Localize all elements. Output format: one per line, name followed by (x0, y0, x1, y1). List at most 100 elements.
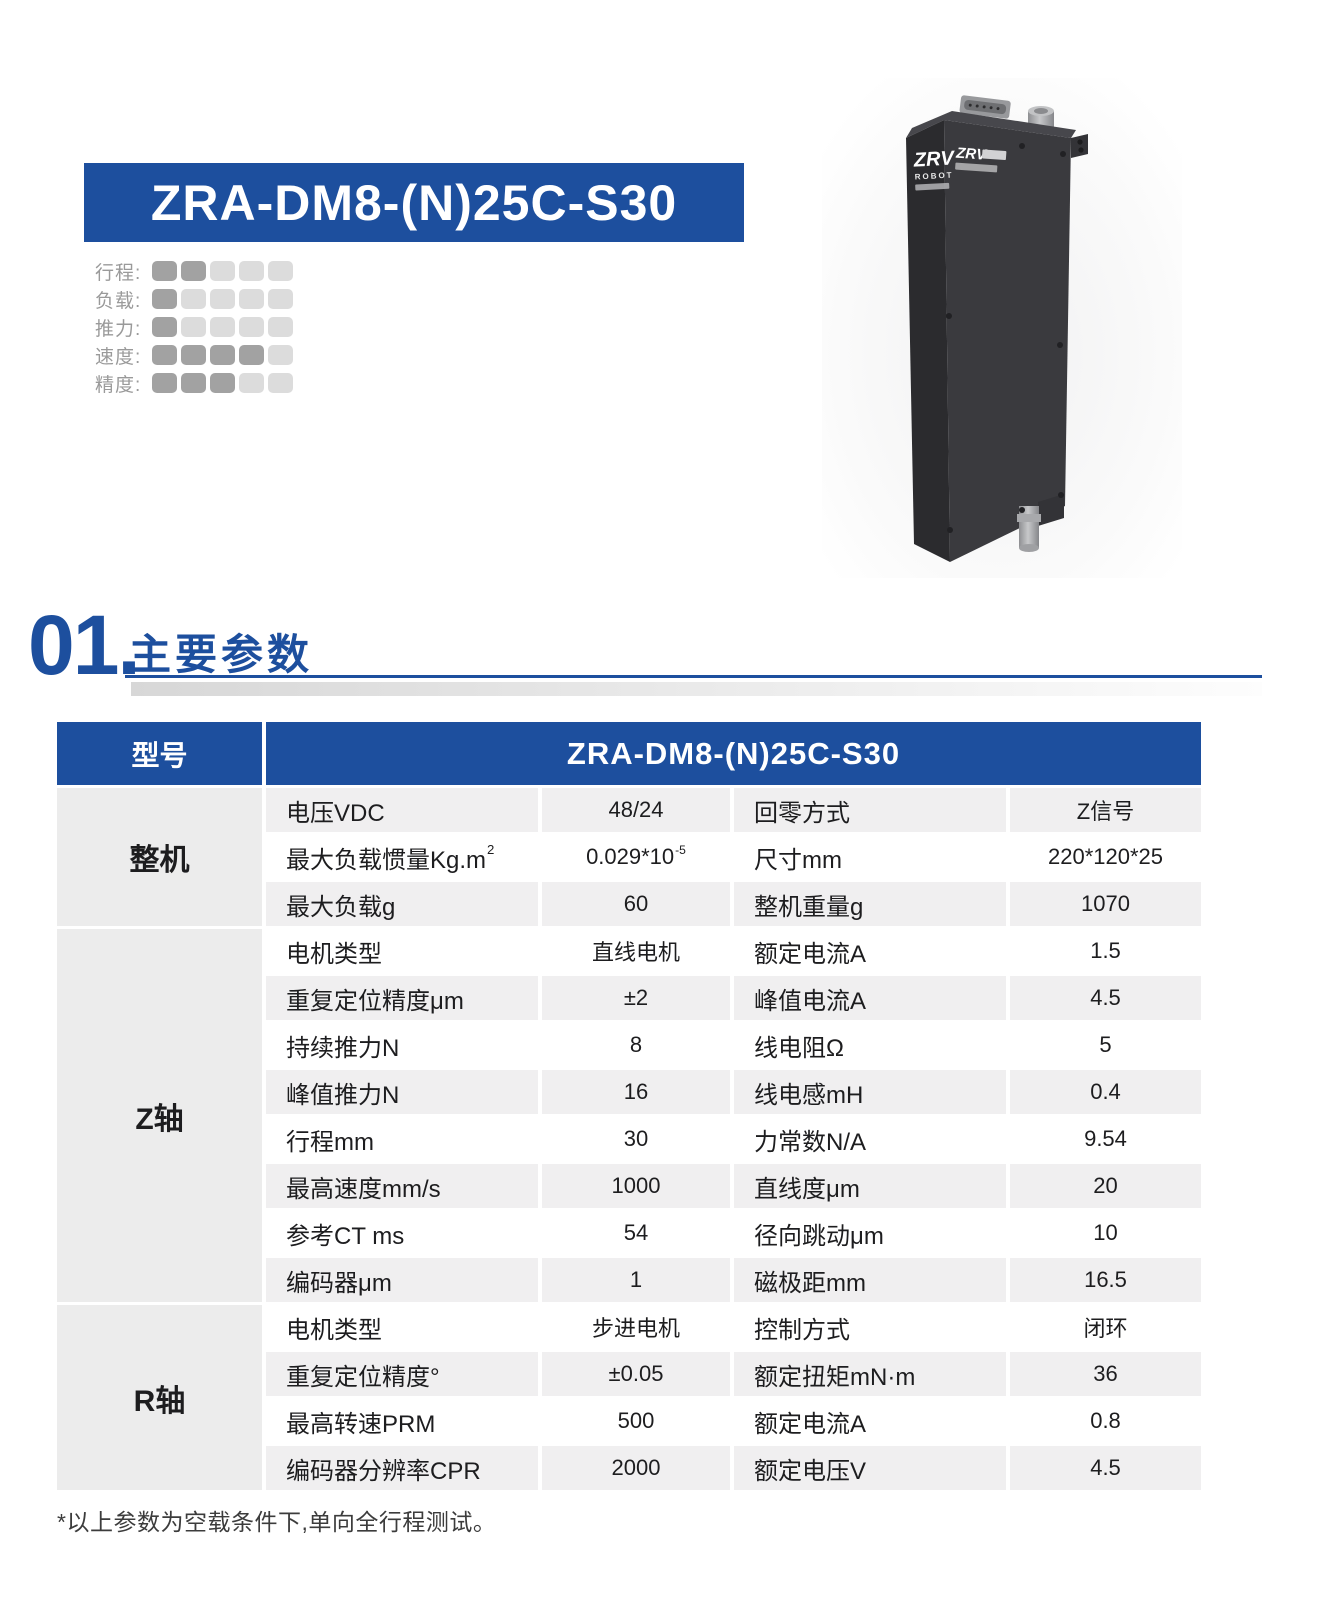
rating-square-filled (210, 373, 235, 393)
section-underline (125, 675, 1262, 678)
rating-row: 负载: (95, 289, 297, 312)
spec-label-cell: 整机重量g (734, 882, 1006, 926)
spec-value-cell: 4.5 (1010, 976, 1201, 1020)
rating-bar (152, 317, 297, 337)
rating-label: 行程: (95, 262, 142, 284)
spec-label-cell: 控制方式 (734, 1305, 1006, 1349)
rating-label: 负载: (95, 290, 142, 312)
spec-label-cell: 参考CT ms (266, 1211, 538, 1255)
spec-value-cell: 1000 (542, 1164, 730, 1208)
spec-label-cell: 峰值推力N (266, 1070, 538, 1114)
spec-value-cell: 闭环 (1010, 1305, 1201, 1349)
spec-label-cell: 额定电流A (734, 1399, 1006, 1443)
spec-label-cell: 持续推力N (266, 1023, 538, 1067)
table-header-model-label: 型号 (57, 722, 262, 785)
rating-label: 推力: (95, 318, 142, 340)
section-number: 01. (28, 598, 141, 692)
rating-square-filled (152, 261, 177, 281)
spec-value-cell: 30 (542, 1117, 730, 1161)
spec-label-cell: 电机类型 (266, 929, 538, 973)
spec-value-cell: 1.5 (1010, 929, 1201, 973)
rating-square-empty (268, 261, 293, 281)
spec-value-cell: 16.5 (1010, 1258, 1201, 1302)
spec-value-cell: 36 (1010, 1352, 1201, 1396)
rating-bar (152, 345, 297, 365)
spec-value-cell: ±0.05 (542, 1352, 730, 1396)
spec-value-cell: Z信号 (1010, 788, 1201, 832)
rating-square-empty (181, 289, 206, 309)
spec-value-cell: 步进电机 (542, 1305, 730, 1349)
rating-square-empty (210, 317, 235, 337)
spec-label-cell: 最大负载g (266, 882, 538, 926)
spec-label-cell: 线电感mH (734, 1070, 1006, 1114)
spec-value-cell: 10 (1010, 1211, 1201, 1255)
spec-value-cell: 60 (542, 882, 730, 926)
rating-square-filled (152, 373, 177, 393)
rating-panel: 行程: 负载: 推力: 速度: 精度: (95, 261, 297, 401)
rating-square-filled (239, 345, 264, 365)
spec-label-cell: 力常数N/A (734, 1117, 1006, 1161)
rating-square-filled (152, 289, 177, 309)
zrv-logo-front: ZRV (955, 145, 1007, 173)
rating-square-empty (268, 317, 293, 337)
spec-label-cell: 电压VDC (266, 788, 538, 832)
rating-square-empty (239, 289, 264, 309)
model-banner-text: ZRA-DM8-(N)25C-S30 (150, 174, 678, 231)
spec-value-cell: 0.8 (1010, 1399, 1201, 1443)
rating-square-filled (181, 373, 206, 393)
spec-label-cell: 额定电流A (734, 929, 1006, 973)
rating-bar (152, 373, 297, 393)
rating-square-filled (181, 345, 206, 365)
rating-row: 速度: (95, 345, 297, 368)
section-title: 主要参数 (129, 631, 314, 678)
spec-label-cell: 峰值电流A (734, 976, 1006, 1020)
spec-label-cell: 额定扭矩mN·m (734, 1352, 1006, 1396)
product-photo: ZRV ROBOT ZRV (822, 78, 1182, 578)
section-label-cell: Z轴 (57, 929, 262, 1302)
rating-row: 推力: (95, 317, 297, 340)
section-gradient-bar (131, 682, 1262, 696)
rating-square-empty (268, 289, 293, 309)
device-front-face (944, 120, 1071, 562)
section-label-cell: R轴 (57, 1305, 262, 1490)
rating-label: 精度: (95, 374, 142, 396)
spec-label-cell: 最高速度mm/s (266, 1164, 538, 1208)
spec-label-cell: 回零方式 (734, 788, 1006, 832)
spec-value-cell: 0.029*10 -5 (542, 835, 730, 879)
spec-label-cell: 重复定位精度° (266, 1352, 538, 1396)
spec-value-cell: 54 (542, 1211, 730, 1255)
rating-square-empty (239, 261, 264, 281)
device-top-face (906, 111, 1076, 138)
spec-value-cell: 16 (542, 1070, 730, 1114)
spec-value-cell: 1 (542, 1258, 730, 1302)
spec-label-cell: 编码器μm (266, 1258, 538, 1302)
spec-table: 型号 ZRA-DM8-(N)25C-S30 整机 电压VDC 48/24 回零方式 Z信… (57, 722, 1201, 1490)
round-connector-bottom (1017, 506, 1041, 552)
svg-text:ZRV: ZRV (955, 145, 989, 164)
spec-value-cell: 直线电机 (542, 929, 730, 973)
spec-value-cell: ±2 (542, 976, 730, 1020)
rating-label: 速度: (95, 346, 142, 368)
rating-square-empty (210, 261, 235, 281)
rating-square-filled (181, 261, 206, 281)
screws (946, 143, 1066, 533)
dsub-connector (959, 95, 1011, 119)
spec-label-cell: 尺寸mm (734, 835, 1006, 879)
rating-bar (152, 261, 297, 281)
mounting-tab-top (1071, 134, 1088, 158)
spec-label-cell: 重复定位精度μm (266, 976, 538, 1020)
spec-value-cell: 1070 (1010, 882, 1201, 926)
mounting-tab-bottom (1038, 494, 1064, 526)
spec-label-cell: 最高转速PRM (266, 1399, 538, 1443)
rating-square-empty (181, 317, 206, 337)
spec-value-cell: 20 (1010, 1164, 1201, 1208)
svg-text:ZRV: ZRV (912, 147, 956, 171)
rating-square-empty (239, 317, 264, 337)
spec-label-cell: 额定电压V (734, 1446, 1006, 1490)
table-header-model-value: ZRA-DM8-(N)25C-S30 (266, 722, 1201, 785)
spec-value-cell: 220*120*25 (1010, 835, 1201, 879)
actuator-image: ZRV ROBOT ZRV (822, 78, 1182, 578)
section-label-cell: 整机 (57, 788, 262, 926)
spec-value-cell: 2000 (542, 1446, 730, 1490)
round-connector-top (1028, 106, 1054, 127)
